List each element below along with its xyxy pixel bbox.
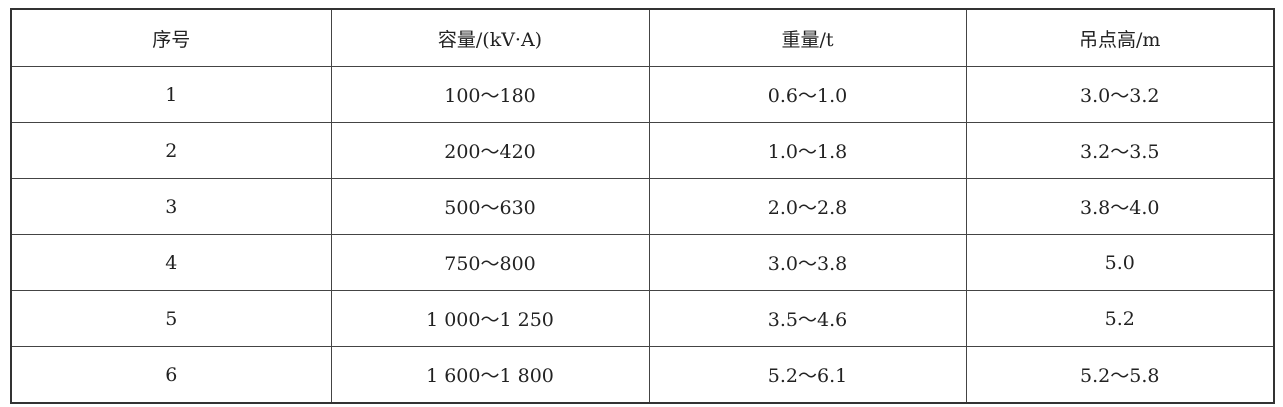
- table-cell: 2.0～2.8: [648, 178, 967, 235]
- table-cell: 3.0～3.8: [648, 234, 967, 291]
- table-cell: 3.8～4.0: [965, 178, 1275, 235]
- table-cell: 3: [10, 178, 332, 235]
- table-cell: 1 000～1 250: [330, 290, 650, 347]
- table-row: 2 200～420 1.0～1.8 3.2～3.5: [10, 122, 1275, 179]
- table-cell: 1.0～1.8: [648, 122, 967, 179]
- table-cell: 0.6～1.0: [648, 66, 967, 123]
- table-cell: 3.2～3.5: [965, 122, 1275, 179]
- header-cell: 容量/(kV·A): [330, 8, 650, 67]
- table-cell: 2: [10, 122, 332, 179]
- table-cell: 750～800: [330, 234, 650, 291]
- table-cell: 5.2: [965, 290, 1275, 347]
- table-cell: 5.2～6.1: [648, 346, 967, 404]
- table-cell: 5.0: [965, 234, 1275, 291]
- table-row: 1 100～180 0.6～1.0 3.0～3.2: [10, 66, 1275, 123]
- table-cell: 500～630: [330, 178, 650, 235]
- table-cell: 3.5～4.6: [648, 290, 967, 347]
- header-row: 序号 容量/(kV·A) 重量/t 吊点高/m: [10, 8, 1275, 67]
- table-cell: 1: [10, 66, 332, 123]
- table-cell: 100～180: [330, 66, 650, 123]
- table-cell: 5.2～5.8: [965, 346, 1275, 404]
- table-cell: 5: [10, 290, 332, 347]
- data-table: 序号 容量/(kV·A) 重量/t 吊点高/m 1 100～180 0.6～1.0 3.0～…: [10, 8, 1275, 404]
- header-cell: 重量/t: [648, 8, 967, 67]
- table-cell: 3.0～3.2: [965, 66, 1275, 123]
- table-cell: 4: [10, 234, 332, 291]
- table-row: 3 500～630 2.0～2.8 3.8～4.0: [10, 178, 1275, 235]
- table-body: 1 100～180 0.6～1.0 3.0～3.2 2 200～420 1.0～1.8 3.2…: [10, 66, 1275, 404]
- table-cell: 6: [10, 346, 332, 404]
- header-cell: 序号: [10, 8, 332, 67]
- header-cell: 吊点高/m: [965, 8, 1275, 67]
- table-cell: 200～420: [330, 122, 650, 179]
- table-cell: 1 600～1 800: [330, 346, 650, 404]
- table-row: 4 750～800 3.0～3.8 5.0: [10, 234, 1275, 291]
